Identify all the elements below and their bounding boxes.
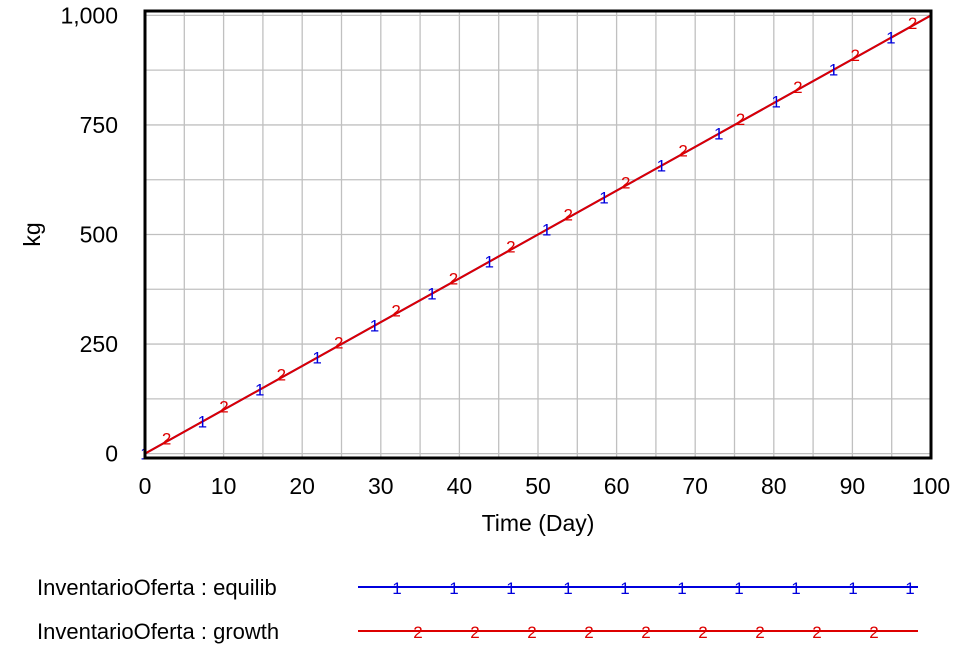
series-marker-1: 1 (714, 125, 723, 144)
x-axis-title: Time (Day) (482, 510, 595, 536)
legend-marker-1: 1 (620, 579, 629, 598)
legend-marker-1: 1 (848, 579, 857, 598)
plot-frame (143, 9, 933, 460)
x-tick-label: 80 (761, 473, 787, 499)
series-marker-1: 1 (485, 253, 494, 272)
series-marker-2: 2 (678, 142, 687, 161)
legend-marker-1: 1 (506, 579, 515, 598)
legend-marker-1: 1 (449, 579, 458, 598)
legend-marker-2: 2 (470, 623, 479, 642)
grid-lines (144, 11, 932, 458)
x-tick-label: 10 (211, 473, 237, 499)
series-marker-1: 1 (599, 189, 608, 208)
series-marker-2: 2 (793, 78, 802, 97)
legend-marker-2: 2 (755, 623, 764, 642)
series-marker-2: 2 (334, 334, 343, 353)
series-marker-1: 1 (370, 317, 379, 336)
series-marker-2: 2 (162, 430, 171, 449)
y-tick-label: 500 (80, 222, 118, 248)
series-marker-1: 1 (771, 93, 780, 112)
y-tick-label: 1,000 (60, 2, 118, 28)
series-marker-1: 1 (829, 61, 838, 80)
series-marker-1: 1 (886, 29, 895, 48)
legend-marker-2: 2 (869, 623, 878, 642)
x-tick-label: 90 (840, 473, 866, 499)
legend-marker-1: 1 (905, 579, 914, 598)
series-marker-1: 1 (427, 285, 436, 304)
y-tick-label: 0 (105, 441, 118, 467)
legend-marker-1: 1 (677, 579, 686, 598)
legend-marker-2: 2 (812, 623, 821, 642)
series-marker-2: 2 (219, 398, 228, 417)
legend-marker-1: 1 (734, 579, 743, 598)
legend-marker-2: 2 (413, 623, 422, 642)
series-marker-1: 1 (198, 413, 207, 432)
series-marker-1: 1 (542, 221, 551, 240)
x-tick-label: 20 (289, 473, 315, 499)
legend: InventarioOferta : equilib 1 1 1 1 1 1 1 1 1 1 Inve… (37, 575, 918, 644)
y-tick-label: 750 (80, 112, 118, 138)
x-tick-label: 40 (447, 473, 473, 499)
legend-marker-1: 1 (563, 579, 572, 598)
y-axis-title: kg (19, 222, 45, 246)
series-marker-1: 1 (657, 157, 666, 176)
legend-marker-1: 1 (791, 579, 800, 598)
series-marker-2: 2 (391, 302, 400, 321)
legend-marker-2: 2 (641, 623, 650, 642)
series-marker-2: 2 (449, 270, 458, 289)
tick-labels: 0 10 20 30 40 50 60 70 80 90 100 0 250 500 750 1,000 (60, 2, 950, 499)
x-tick-label: 30 (368, 473, 394, 499)
legend-marker-2: 2 (584, 623, 593, 642)
series-marker-2: 2 (736, 110, 745, 129)
series-marker-1: 1 (255, 381, 264, 400)
x-tick-label: 0 (139, 473, 152, 499)
series-marker-2: 2 (850, 46, 859, 65)
legend-label-1: InventarioOferta : equilib (37, 575, 277, 600)
series-marker-1: 1 (312, 349, 321, 368)
series-marker-2: 2 (506, 238, 515, 257)
legend-marker-1: 1 (392, 579, 401, 598)
x-tick-label: 50 (525, 473, 551, 499)
x-tick-label: 60 (604, 473, 630, 499)
series-marker-2: 2 (564, 206, 573, 225)
legend-marker-2: 2 (698, 623, 707, 642)
series-line-2 (144, 14, 932, 455)
legend-label-2: InventarioOferta : growth (37, 619, 279, 644)
legend-marker-2: 2 (527, 623, 536, 642)
series-marker-2: 2 (277, 366, 286, 385)
series-marker-2: 2 (621, 174, 630, 193)
series-marker-2: 2 (908, 14, 917, 33)
x-tick-label: 100 (912, 473, 950, 499)
y-tick-label: 250 (80, 331, 118, 357)
x-tick-label: 70 (682, 473, 708, 499)
